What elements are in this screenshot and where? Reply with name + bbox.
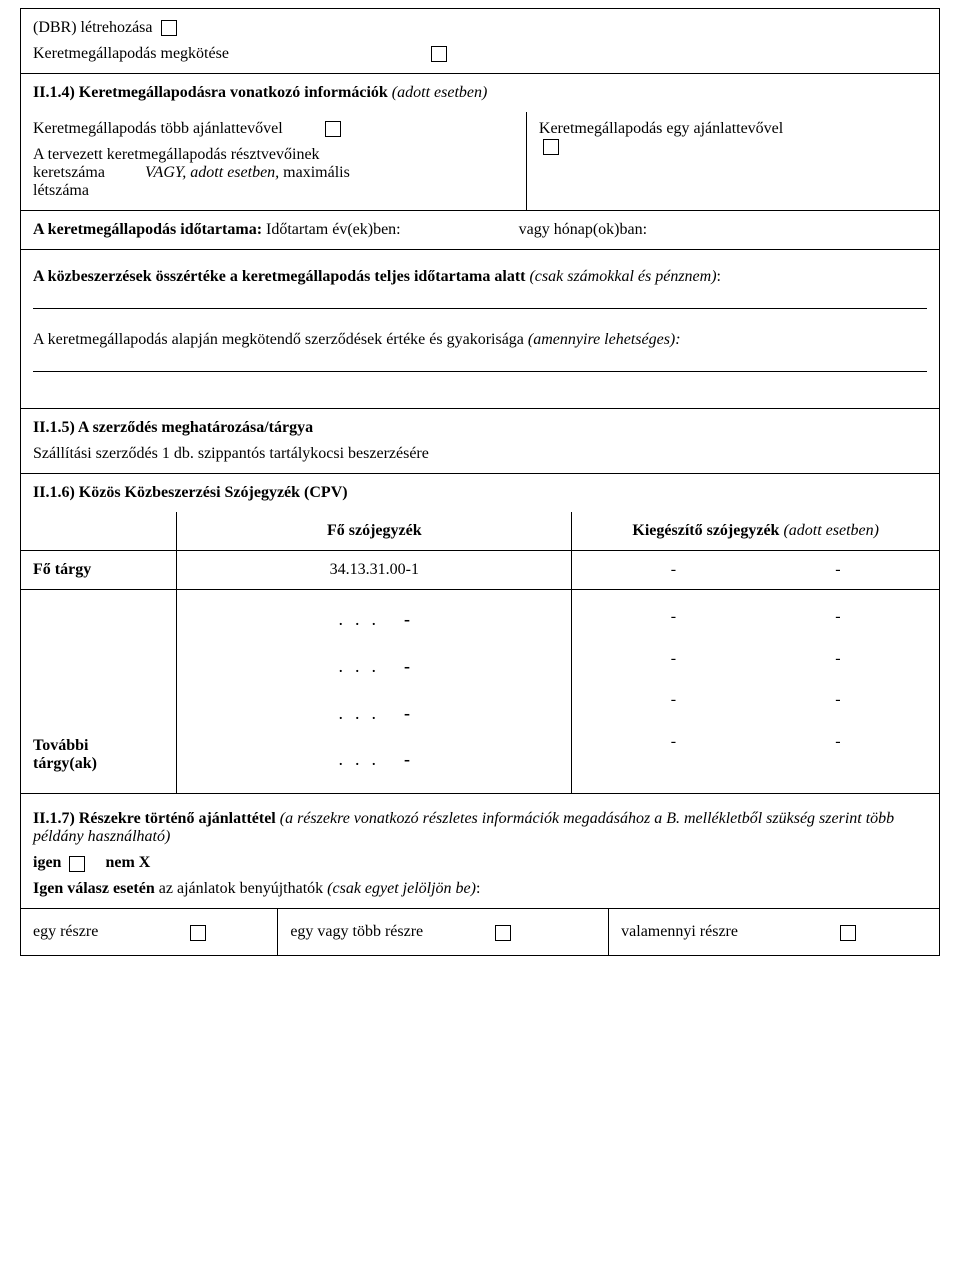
- cpv-col-kieg-bold: Kiegészítő szójegyzék: [632, 522, 783, 539]
- s14b-line2-plain: A keretmegállapodás alapján megkötendő s…: [33, 331, 528, 348]
- s14b-cell: A közbeszerzések összértéke a keretmegál…: [21, 250, 939, 409]
- s14-duration: A keretmegállapodás időtartama: Időtarta…: [21, 211, 939, 250]
- reszek-opt2: egy vagy több részre: [290, 923, 423, 940]
- s14-heading-row: II.1.4) Keretmegállapodásra vonatkozó in…: [21, 74, 939, 112]
- cpv-col-fo: Fő szójegyzék: [177, 512, 572, 551]
- reszek-opt3-cell: valamennyi részre: [609, 909, 940, 956]
- reszek-opt1-checkbox[interactable]: [190, 925, 206, 941]
- s14b-line1-italic: (csak számokkal és pénznem): [529, 268, 716, 285]
- s16-heading-text: II.1.6) Közös Közbeszerzési Szójegyzék (…: [33, 484, 348, 501]
- s17-nem: nem X: [105, 854, 150, 871]
- s14-left2b-prefix: keretszáma: [33, 164, 145, 181]
- s14-right: Keretmegállapodás egy ajánlattevővel: [526, 112, 939, 210]
- keretmeg-text: Keretmegállapodás megkötése: [33, 45, 229, 62]
- dbr-section: (DBR) létrehozása Keretmegállapodás megk…: [21, 9, 939, 74]
- blank-line-2: [33, 371, 927, 372]
- cpv-tovabbi-dashes: -- -- -- --: [572, 590, 940, 794]
- s16-heading: II.1.6) Közös Közbeszerzési Szójegyzék (…: [21, 474, 939, 512]
- cpv-fo-label: Fő tárgy: [21, 551, 177, 590]
- reszek-opt2-checkbox[interactable]: [495, 925, 511, 941]
- s15-heading: II.1.5) A szerződés meghatározása/tárgya: [33, 419, 927, 437]
- s17-igenvalasz-italic: (csak egyet jelöljön be): [327, 880, 476, 897]
- s14-left-line1: Keretmegállapodás több ajánlattevővel: [33, 120, 283, 137]
- cpv-blank-header: [21, 512, 177, 551]
- s17-igenvalasz-bold: Igen válasz esetén: [33, 880, 159, 897]
- reszek-opt2-cell: egy vagy több részre: [278, 909, 609, 956]
- s14-left2b-italic: VAGY, adott esetben,: [145, 164, 279, 181]
- cpv-tovabbi-label1: További: [33, 737, 164, 755]
- dot-line: ...-: [189, 596, 559, 643]
- s14-heading-suffix: (adott esetben): [392, 84, 488, 101]
- s14-left2b-suffix: maximális: [279, 164, 350, 181]
- keretmeg-line: Keretmegállapodás megkötése: [33, 45, 927, 63]
- dash: -: [591, 561, 755, 579]
- s14-duration-years: Időtartam év(ek)ben:: [262, 221, 401, 238]
- s14-right-line1: Keretmegállapodás egy ajánlattevővel: [539, 120, 783, 137]
- s14b-line1-bold: A közbeszerzések összértéke a keretmegál…: [33, 268, 529, 285]
- s14-duration-label: A keretmegállapodás időtartama:: [33, 221, 262, 238]
- dbr-line: (DBR) létrehozása: [33, 19, 927, 37]
- reszek-opt1: egy részre: [33, 923, 98, 940]
- reszek-opt3: valamennyi részre: [621, 923, 738, 940]
- keretmeg-checkbox[interactable]: [431, 46, 447, 62]
- s15-cell: II.1.5) A szerződés meghatározása/tárgya…: [21, 409, 939, 474]
- reszek-opt1-cell: egy részre: [21, 909, 278, 956]
- s14-body: Keretmegállapodás több ajánlattevővel A …: [21, 112, 939, 211]
- cpv-header-row: Fő szójegyzék Kiegészítő szójegyzék (ado…: [21, 512, 940, 551]
- s14-left: Keretmegállapodás több ajánlattevővel A …: [21, 112, 526, 210]
- s14-left-checkbox[interactable]: [325, 121, 341, 137]
- cpv-tovabbi-label: További tárgy(ak): [21, 590, 177, 794]
- reszek-table: egy részre egy vagy több részre valamenn…: [20, 909, 940, 956]
- cpv-col-kieg: Kiegészítő szójegyzék (adott esetben): [572, 512, 940, 551]
- s14-left2a: A tervezett keretmegállapodás résztvevői…: [33, 146, 320, 163]
- s17-igen: igen: [33, 854, 61, 871]
- cpv-fo-dash: --: [572, 551, 940, 590]
- s14-left2c: létszáma: [33, 182, 89, 199]
- s17-igen-checkbox[interactable]: [69, 856, 85, 872]
- blank-line-1: [33, 308, 927, 309]
- cpv-fo-row: Fő tárgy 34.13.31.00-1 --: [21, 551, 940, 590]
- cpv-tovabbi-row: További tárgy(ak) ...- ...- ...- ...- --…: [21, 590, 940, 794]
- s17-cell: II.1.7) Részekre történő ajánlattétel (a…: [21, 794, 939, 909]
- cpv-tovabbi-label2: tárgy(ak): [33, 755, 164, 773]
- cpv-tovabbi-codes: ...- ...- ...- ...-: [177, 590, 572, 794]
- cpv-col-kieg-italic: (adott esetben): [783, 522, 879, 539]
- s17-heading-bold: II.1.7) Részekre történő ajánlattétel: [33, 810, 280, 827]
- s14b-line1-colon: :: [717, 268, 721, 285]
- s14-right-checkbox[interactable]: [543, 139, 559, 155]
- dot-line: ...-: [189, 736, 559, 783]
- s14b-line2-italic: (amennyire lehetséges):: [528, 331, 681, 348]
- dbr-checkbox[interactable]: [161, 20, 177, 36]
- dbr-text: (DBR) létrehozása: [33, 19, 153, 36]
- s14-heading-prefix: II.1.4) Keretmegállapodásra vonatkozó in…: [33, 84, 392, 101]
- cpv-fo-code: 34.13.31.00-1: [177, 551, 572, 590]
- s14-duration-months: vagy hónap(ok)ban:: [519, 221, 647, 238]
- reszek-opt3-checkbox[interactable]: [840, 925, 856, 941]
- dash: -: [756, 561, 920, 579]
- dot-line: ...-: [189, 643, 559, 690]
- s17-igenvalasz-plain: az ajánlatok benyújthatók: [159, 880, 327, 897]
- cpv-table: Fő szójegyzék Kiegészítő szójegyzék (ado…: [20, 512, 940, 794]
- dot-line: ...-: [189, 690, 559, 737]
- s15-body: Szállítási szerződés 1 db. szippantós ta…: [33, 445, 927, 463]
